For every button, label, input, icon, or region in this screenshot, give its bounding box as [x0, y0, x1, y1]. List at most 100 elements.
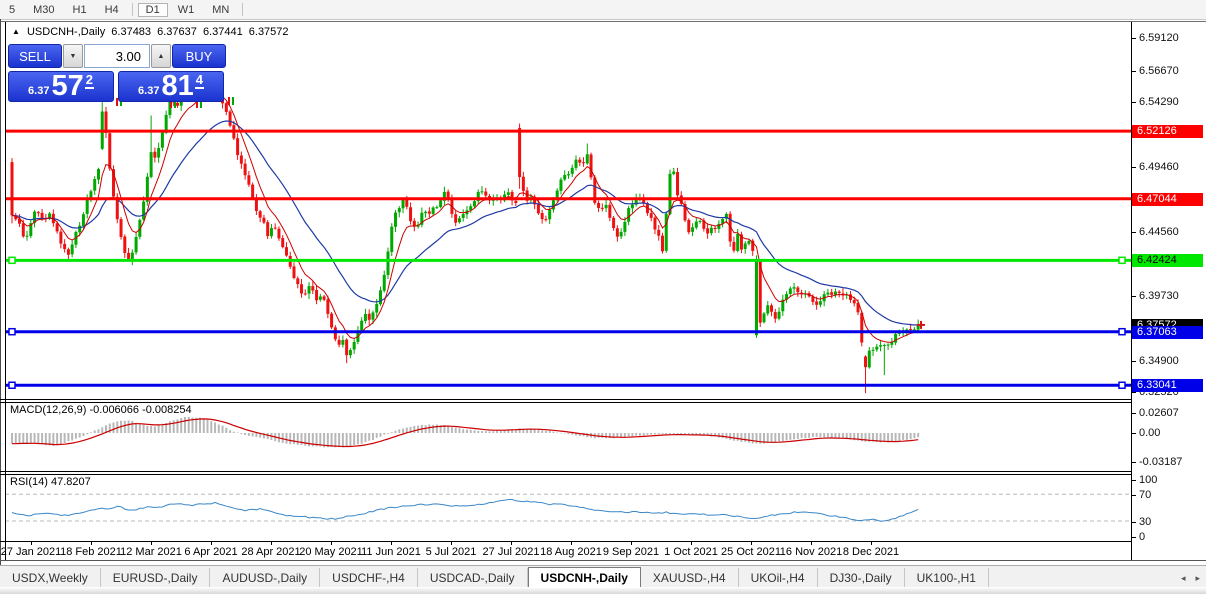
date-label: 9 Sep 2021	[602, 546, 660, 558]
volume-decrease-button[interactable]: ▼	[63, 44, 83, 68]
timeframe-button-m30[interactable]: M30	[33, 3, 55, 16]
chevron-up-icon: ▲	[157, 52, 165, 60]
price-tick-label: 6.44560	[1139, 226, 1179, 238]
one-click-trading-panel: SELL ▼ 3.00 ▲ BUY 6.37 57 2 6.37 81 4	[8, 44, 226, 102]
rsi-tick-label: 70	[1139, 489, 1152, 501]
macd-tick-label: -0.03187	[1139, 456, 1183, 468]
macd-tick	[1131, 413, 1136, 414]
date-label: 1 Oct 2021	[664, 546, 718, 558]
macd-indicator-pane[interactable]	[5, 403, 1131, 470]
timeframe-button-w1[interactable]: W1	[177, 3, 195, 16]
buy-button[interactable]: BUY	[172, 44, 226, 68]
rsi-indicator-pane[interactable]	[5, 475, 1131, 540]
date-tick	[631, 541, 632, 545]
toolbar-separator	[242, 3, 244, 16]
date-label: 16 Nov 2021	[779, 546, 843, 558]
timeframe-button-h1[interactable]: H1	[72, 3, 87, 16]
pane-splitter[interactable]	[0, 402, 1131, 403]
date-label: 11 Jun 2021	[361, 546, 421, 558]
chart-tab-usdx-weekly[interactable]: USDX,Weekly	[0, 568, 101, 588]
price-tick-label: 6.39730	[1139, 290, 1179, 302]
toolbar-separator	[131, 3, 133, 16]
price-tick	[1131, 167, 1136, 168]
rsi-indicator-label: RSI(14) 47.8207	[10, 476, 91, 488]
date-tick	[691, 541, 692, 545]
chart-tab-usdcad-daily[interactable]: USDCAD-,Daily	[418, 568, 528, 588]
status-bar	[0, 587, 1206, 594]
chart-tab-usdchf-h4[interactable]: USDCHF-,H4	[320, 568, 418, 588]
macd-tick-label: 0.00	[1139, 427, 1161, 439]
tab-scroll-left-icon[interactable]: ◂	[1180, 573, 1186, 583]
date-label: 12 Mar 2021	[120, 546, 182, 558]
price-tick	[1131, 232, 1136, 233]
price-tick	[1131, 102, 1136, 103]
buy-price-main: 81	[161, 70, 194, 102]
date-label: 5 Jul 2021	[425, 546, 477, 558]
volume-input[interactable]: 3.00	[84, 44, 150, 68]
chart-tab-audusd-daily[interactable]: AUDUSD-,Daily	[210, 568, 321, 588]
timeframe-toolbar: 5 M30 H1 H4 D1 W1 MN	[0, 0, 1206, 20]
ohlc-open: 6.37483	[111, 26, 152, 38]
chevron-down-icon: ▼	[69, 52, 77, 60]
price-axis-line	[1131, 22, 1132, 560]
timeframe-button-h4[interactable]: H4	[104, 3, 119, 16]
date-tick	[571, 541, 572, 545]
sell-price-box[interactable]: 6.37 57 2	[8, 71, 114, 102]
date-label: 27 Jan 2021	[0, 546, 62, 558]
chart-symbol: USDCNH-,Daily	[26, 26, 106, 38]
date-label: 18 Aug 2021	[540, 546, 602, 558]
date-tick	[451, 541, 452, 545]
date-tick	[31, 541, 32, 545]
sell-price-prefix: 6.37	[28, 85, 50, 97]
price-tick-label: 6.59120	[1139, 32, 1179, 44]
chart-tab-uk100-h1[interactable]: UK100-,H1	[905, 568, 989, 588]
window-left-border	[0, 19, 1, 594]
hline-price-label[interactable]: 6.37063	[1132, 326, 1203, 339]
hline-price-label[interactable]: 6.47044	[1132, 193, 1203, 206]
date-label: 6 Apr 2021	[184, 546, 238, 558]
hline-price-label[interactable]: 6.52126	[1132, 125, 1203, 138]
rsi-tick	[1131, 480, 1136, 481]
volume-increase-button[interactable]: ▲	[151, 44, 171, 68]
date-tick	[871, 541, 872, 545]
rsi-tick	[1131, 522, 1136, 523]
pane-splitter[interactable]	[0, 471, 1131, 472]
date-tick	[811, 541, 812, 545]
buy-price-pip: 4	[194, 72, 204, 89]
macd-tick	[1131, 462, 1136, 463]
sell-button[interactable]: SELL	[8, 44, 62, 68]
price-tick	[1131, 361, 1136, 362]
rsi-tick	[1131, 495, 1136, 496]
rsi-tick-label: 0	[1139, 531, 1146, 543]
chart-tab-eurusd-daily[interactable]: EURUSD-,Daily	[101, 568, 211, 588]
rsi-tick	[1131, 537, 1136, 538]
date-label: 20 May 2021	[299, 546, 363, 558]
macd-indicator-label: MACD(12,26,9) -0.006066 -0.008254	[10, 404, 192, 416]
chart-tab-dj30-daily[interactable]: DJ30-,Daily	[818, 568, 905, 588]
price-tick	[1131, 392, 1136, 393]
window-top-border	[0, 21, 1206, 22]
timeframe-button-mn[interactable]: MN	[212, 3, 230, 16]
hline-price-label[interactable]: 6.33041	[1132, 379, 1203, 392]
date-tick	[271, 541, 272, 545]
hline-price-label[interactable]: 6.42424	[1132, 254, 1203, 267]
collapse-triangle-icon[interactable]: ▲	[12, 27, 20, 36]
date-tick	[331, 541, 332, 545]
pane-splitter[interactable]	[0, 474, 1131, 475]
price-tick-label: 6.56670	[1139, 65, 1179, 77]
macd-tick-label: 0.02607	[1139, 407, 1179, 419]
tab-scroll-arrows: ◂ ▸	[1181, 573, 1200, 588]
tab-scroll-right-icon[interactable]: ▸	[1195, 573, 1200, 583]
chart-tab-xauusd-h4[interactable]: XAUUSD-,H4	[641, 568, 739, 588]
timeframe-button-d1[interactable]: D1	[137, 2, 168, 17]
date-label: 18 Feb 2021	[60, 546, 122, 558]
pane-splitter[interactable]	[0, 399, 1131, 400]
timeframe-button-5[interactable]: 5	[9, 3, 16, 16]
date-tick	[91, 541, 92, 545]
date-tick	[511, 541, 512, 545]
chart-tab-ukoil-h4[interactable]: UKOil-,H4	[739, 568, 818, 588]
chart-tab-usdcnh-daily[interactable]: USDCNH-,Daily	[527, 567, 641, 588]
ohlc-high: 6.37637	[157, 26, 197, 38]
buy-price-box[interactable]: 6.37 81 4	[118, 71, 224, 102]
